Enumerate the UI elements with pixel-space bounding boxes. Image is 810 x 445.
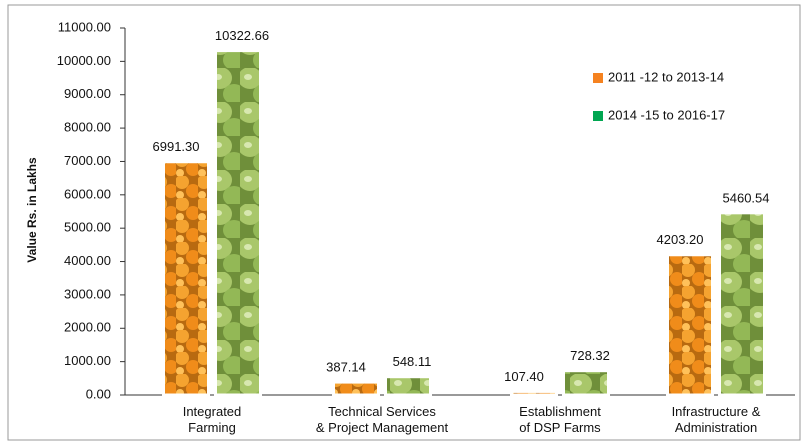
y-tick-label: 3000.00	[64, 286, 111, 301]
y-tick-label: 1000.00	[64, 353, 111, 368]
y-tick-label: 5000.00	[64, 220, 111, 235]
value-label: 107.40	[504, 369, 544, 384]
legend-label: 2014 -15 to 2016-17	[608, 107, 725, 122]
y-tick-label: 10000.00	[57, 53, 111, 68]
bar	[214, 49, 262, 397]
y-tick-label: 11000.00	[58, 19, 111, 34]
bar	[510, 389, 558, 397]
bar	[332, 380, 380, 397]
legend-label: 2011 -12 to 2013-14	[608, 69, 724, 84]
value-label: 4203.20	[657, 232, 704, 247]
bar	[562, 369, 610, 397]
y-tick-label: 7000.00	[64, 153, 111, 168]
y-tick-label: 8000.00	[64, 120, 111, 135]
legend-swatch	[593, 73, 603, 83]
legend-swatch	[593, 111, 603, 121]
y-tick-label: 6000.00	[64, 186, 111, 201]
x-tick-label: Integrated Farming	[182, 404, 242, 435]
bar	[666, 253, 714, 397]
bar	[718, 211, 766, 397]
value-label: 728.32	[570, 348, 610, 363]
y-tick-label: 0.00	[86, 386, 111, 401]
value-label: 5460.54	[723, 190, 770, 205]
value-label: 387.14	[326, 360, 366, 375]
y-tick-label: 9000.00	[64, 86, 111, 101]
x-tick-label: Establishment of DSP Farms	[519, 404, 601, 435]
value-label: 6991.30	[153, 139, 200, 154]
x-tick-label: Infrastructure & Administration	[671, 404, 761, 435]
y-tick-label: 2000.00	[64, 320, 111, 335]
frame	[7, 4, 801, 441]
value-label: 10322.66	[215, 28, 269, 43]
x-tick-label: Technical Services & Project Management	[315, 404, 449, 435]
value-label: 548.11	[393, 354, 432, 369]
bar	[162, 160, 210, 397]
y-tick-label: 4000.00	[64, 253, 111, 268]
bar	[384, 375, 432, 397]
y-axis-label: Value Rs. in Lakhs	[25, 157, 39, 263]
